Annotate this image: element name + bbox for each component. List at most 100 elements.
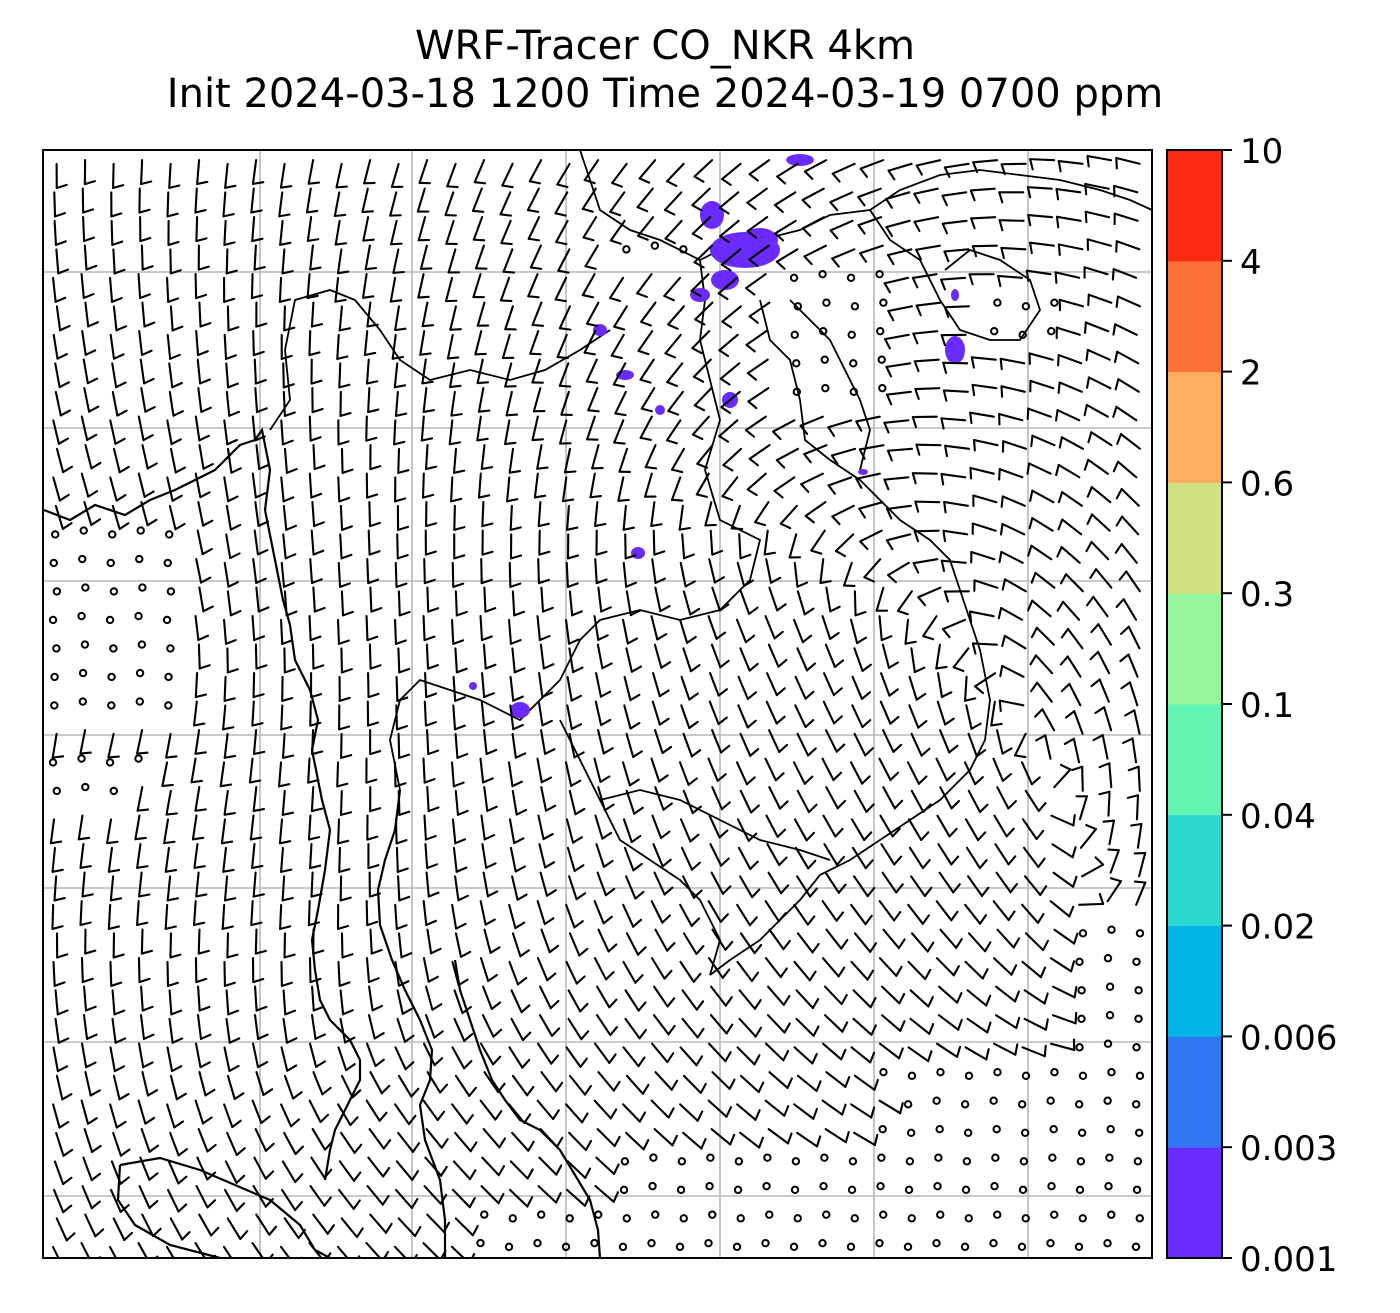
colorbar-tick-label: 0.001 xyxy=(1240,1240,1337,1280)
wind-barb xyxy=(768,928,791,951)
wind-barb xyxy=(680,846,701,871)
wind-barb xyxy=(281,675,294,702)
calm-wind-marker xyxy=(846,1242,856,1252)
wind-barb xyxy=(738,1017,763,1038)
wind-barb xyxy=(283,1074,303,1100)
wind-barb xyxy=(827,476,853,495)
wind-barb xyxy=(853,732,874,757)
wind-barb xyxy=(280,1188,303,1212)
wind-barb xyxy=(220,818,234,845)
wind-barb xyxy=(970,216,997,230)
wind-barb xyxy=(710,985,733,1007)
wind-barb xyxy=(970,356,997,369)
wind-barb xyxy=(794,704,815,729)
wind-barb xyxy=(680,675,699,701)
wind-barb xyxy=(279,219,292,246)
wind-barb xyxy=(644,472,657,498)
wind-barb xyxy=(282,989,297,1016)
calm-wind-marker xyxy=(676,1185,686,1195)
wind-barb xyxy=(448,419,462,446)
wind-barb xyxy=(390,219,403,246)
wind-barb xyxy=(565,561,579,588)
wind-barb xyxy=(1028,352,1054,365)
co-plume-patch xyxy=(711,270,739,290)
wind-barb xyxy=(394,1188,419,1209)
wind-barb xyxy=(596,1128,621,1148)
wind-barb xyxy=(973,579,999,592)
wind-barb xyxy=(312,928,325,955)
wind-barb xyxy=(252,1185,274,1208)
wind-barb xyxy=(424,1014,444,1039)
wind-barb xyxy=(943,162,970,178)
wind-barb xyxy=(880,843,903,866)
wind-barb xyxy=(511,647,526,674)
wind-barb xyxy=(821,900,845,922)
calm-wind-marker xyxy=(1077,1128,1087,1137)
wind-barb xyxy=(422,615,436,642)
wind-barb xyxy=(336,903,350,930)
wind-barb xyxy=(540,1071,564,1093)
wind-barb xyxy=(968,273,995,286)
wind-barb xyxy=(450,476,463,503)
wind-barb xyxy=(141,1213,162,1238)
wind-barb xyxy=(915,244,941,261)
calm-wind-marker xyxy=(961,1185,971,1195)
calm-wind-marker xyxy=(875,269,884,279)
wind-barb xyxy=(1057,159,1084,173)
wind-barb xyxy=(195,330,209,357)
wind-barb xyxy=(223,276,236,303)
wind-barb xyxy=(964,903,988,925)
wind-barb xyxy=(394,561,408,588)
calm-wind-marker xyxy=(990,326,999,336)
calm-wind-marker xyxy=(1131,1100,1141,1109)
wind-barb xyxy=(280,1103,300,1128)
wind-barb xyxy=(1090,678,1110,703)
wind-barb xyxy=(1026,186,1053,199)
wind-barb xyxy=(111,989,126,1016)
wind-barb xyxy=(747,387,770,410)
colorbar-segment xyxy=(1167,1147,1222,1259)
wind-barb xyxy=(996,786,1017,810)
wind-barb xyxy=(1053,928,1079,945)
wind-barb xyxy=(422,957,439,983)
wind-barb xyxy=(444,276,458,303)
wind-barb xyxy=(850,1103,876,1119)
calm-wind-marker xyxy=(561,1242,571,1252)
wind-barb xyxy=(111,390,128,417)
wind-barb xyxy=(679,1103,704,1122)
wind-barb xyxy=(1119,653,1139,678)
calm-wind-marker xyxy=(1132,1043,1141,1052)
wind-barb xyxy=(1029,654,1054,675)
wind-barb xyxy=(84,928,97,955)
wind-barb xyxy=(477,472,491,499)
wind-barb xyxy=(109,875,123,902)
wind-barb xyxy=(1115,295,1141,308)
wind-barb xyxy=(593,957,615,981)
wind-barb xyxy=(529,244,543,270)
wind-barb xyxy=(55,305,71,332)
wind-barb xyxy=(1055,409,1081,422)
wind-barb xyxy=(80,1242,101,1258)
wind-barb xyxy=(394,476,407,503)
wind-barb xyxy=(311,501,325,528)
wind-barb xyxy=(281,1160,304,1184)
wind-barb xyxy=(480,444,494,471)
wind-barb xyxy=(225,248,238,275)
wind-barb xyxy=(829,219,854,240)
calm-wind-marker xyxy=(876,326,885,336)
wind-barb xyxy=(998,412,1024,426)
wind-barb xyxy=(896,590,913,616)
wind-barb xyxy=(283,447,298,474)
calm-wind-marker xyxy=(820,1153,829,1162)
wind-barb xyxy=(338,704,351,731)
wind-barb xyxy=(223,675,236,702)
wind-barb xyxy=(337,419,350,446)
wind-barb xyxy=(693,159,714,183)
calm-wind-marker xyxy=(849,359,858,368)
wind-barb xyxy=(53,219,67,246)
wind-barb xyxy=(568,1074,592,1096)
wind-barb xyxy=(252,871,265,898)
wind-barb xyxy=(1056,600,1081,621)
wind-barb xyxy=(223,1103,242,1129)
wind-barb xyxy=(367,387,380,414)
